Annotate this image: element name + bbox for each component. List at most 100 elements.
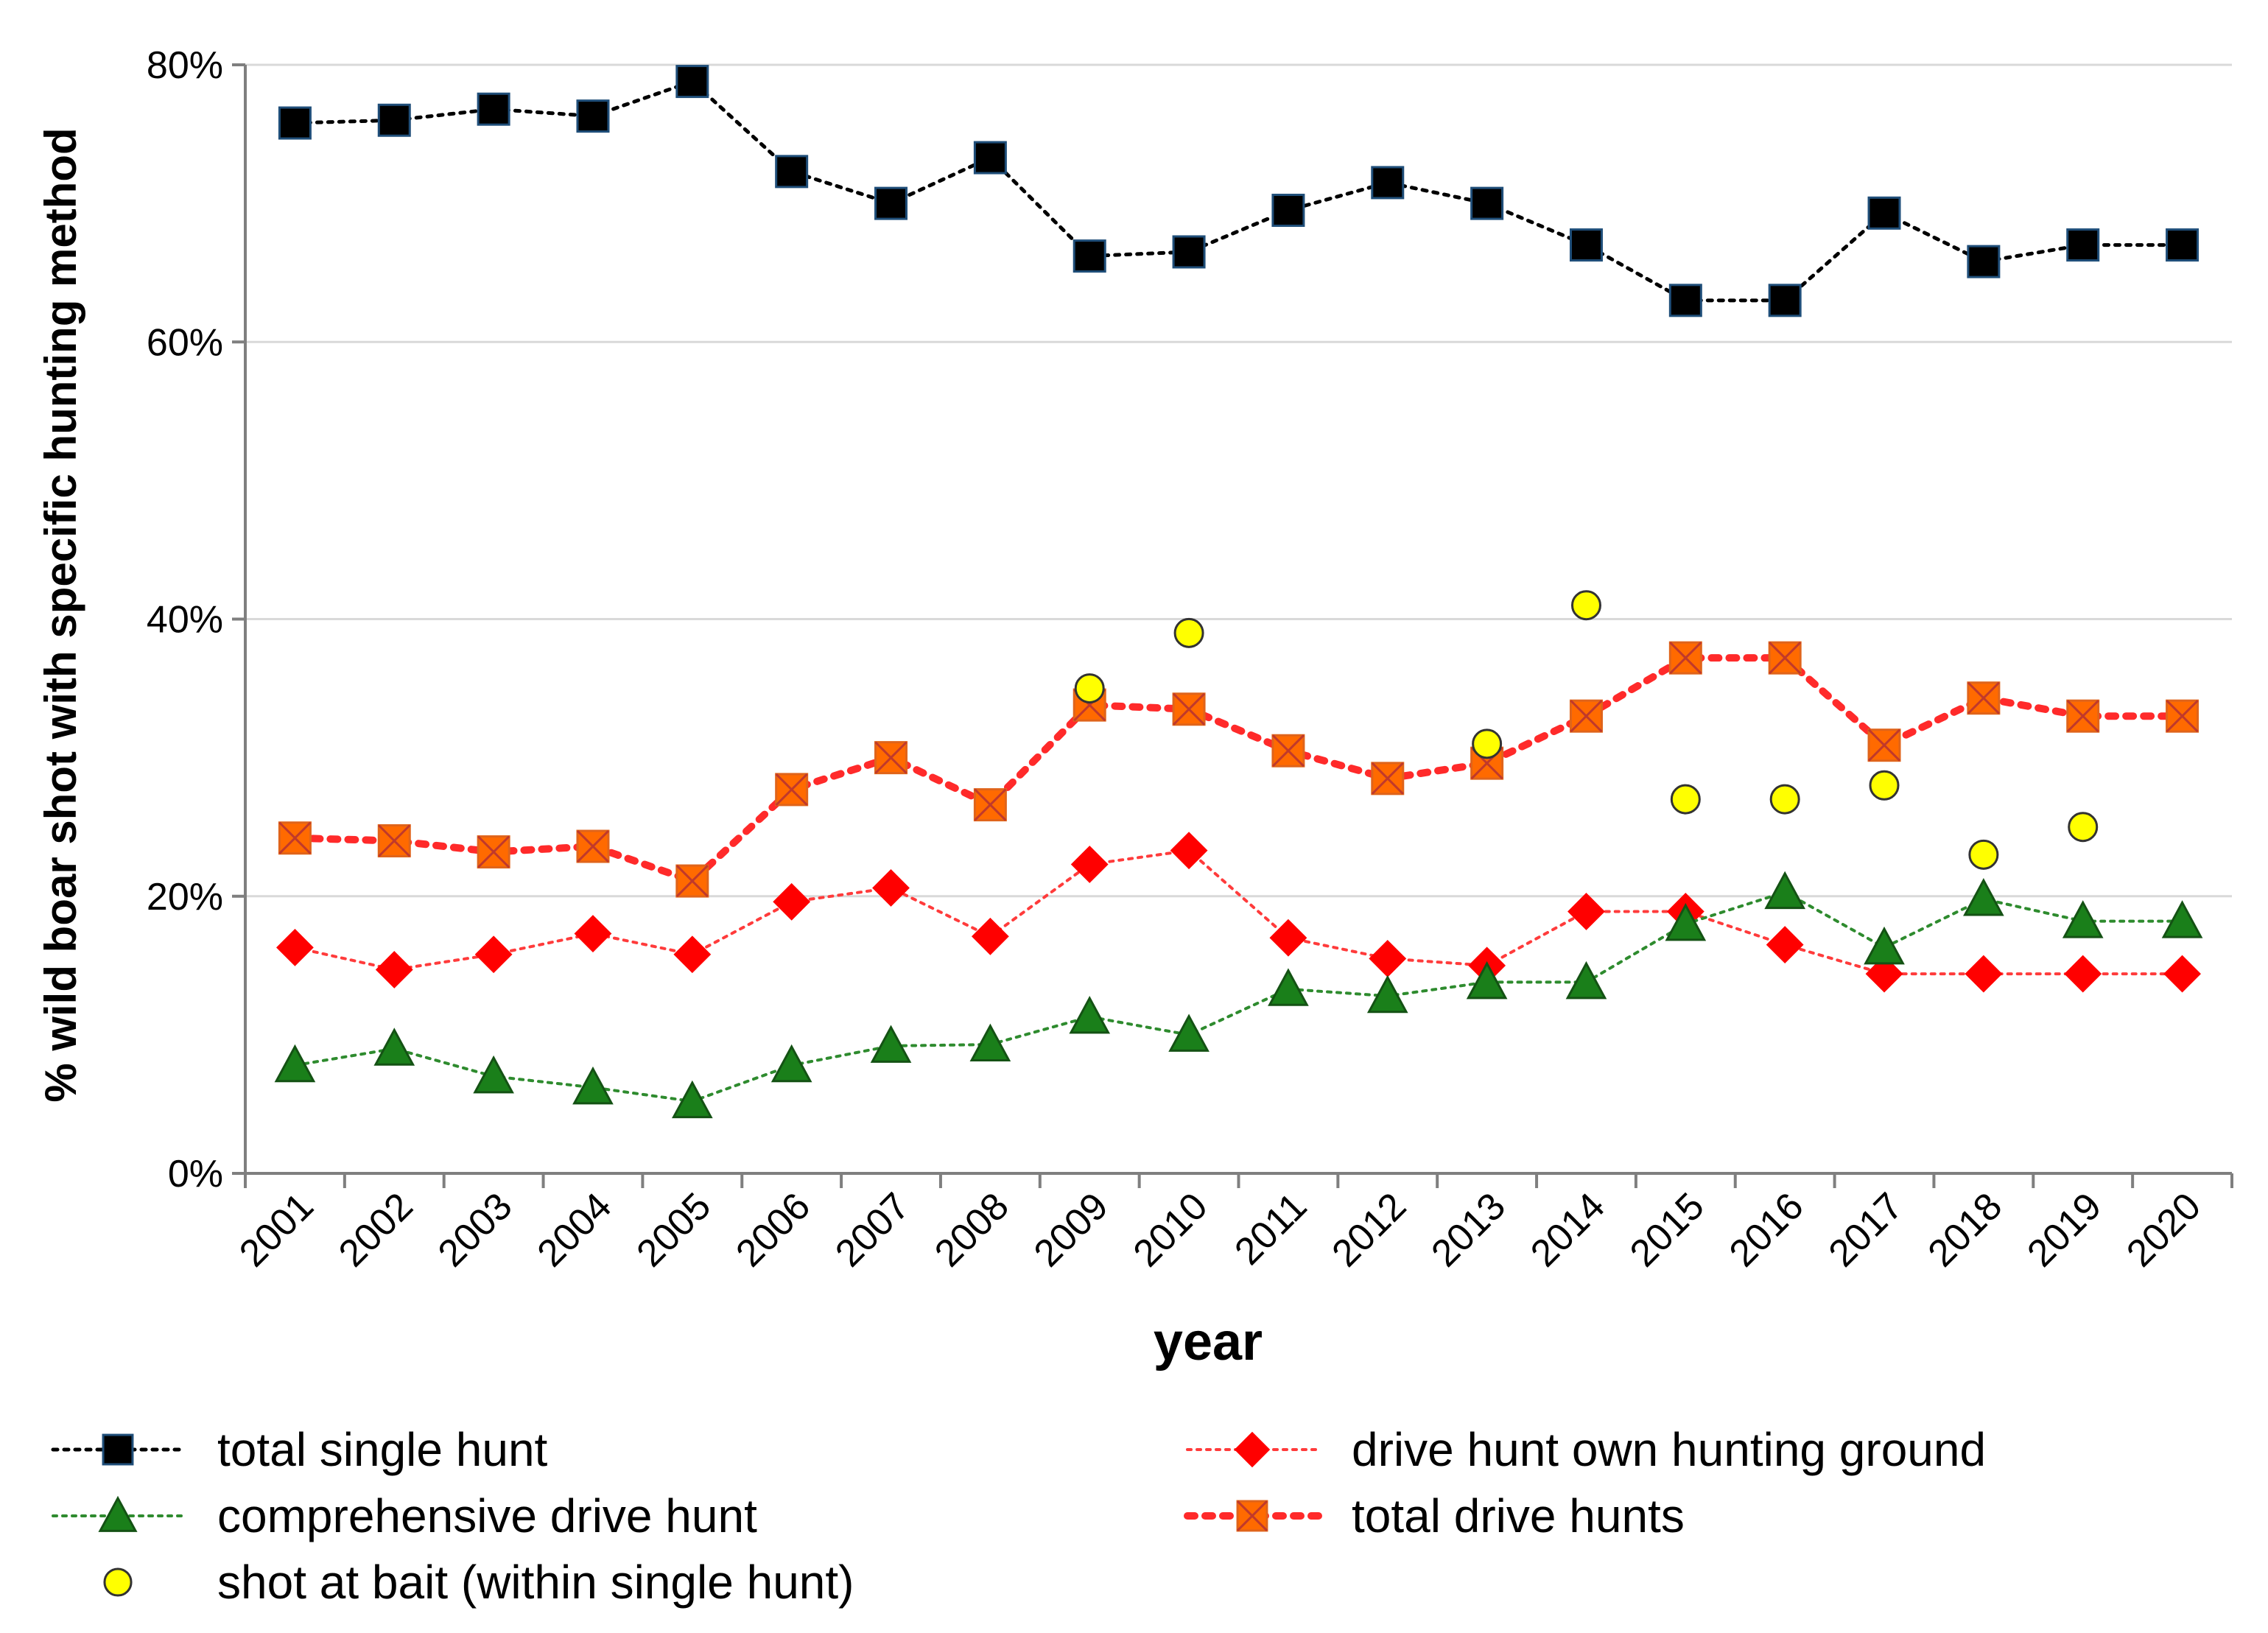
data-point [1768,284,1802,317]
legend-item: total drive hunts [1184,1489,1685,1542]
x-tick-label: 2011 [1226,1184,1315,1273]
legend-label: total single hunt [217,1423,548,1476]
data-point [2166,228,2199,262]
legend-item: shot at bait (within single hunt) [103,1556,854,1609]
legend-label: shot at bait (within single hunt) [217,1556,854,1609]
data-point [775,155,809,189]
data-point [673,935,712,974]
y-tick-label: 60% [147,321,223,364]
data-point [874,741,908,775]
data-point [276,928,314,966]
data-point [1570,590,1601,621]
x-tick-label: 2010 [1126,1184,1216,1275]
series [274,65,2203,1119]
x-tick-label: 2012 [1324,1184,1414,1275]
series-shot-at-bait-within-single-hunt- [1074,590,2099,870]
data-point [1865,955,1903,993]
legend: total single hunt comprehensive drive hun… [51,1423,1986,1609]
data-point [1965,955,2003,993]
data-point [1867,196,1901,230]
data-point [874,186,908,220]
x-tick-label: 2007 [827,1184,918,1275]
data-point [870,1025,912,1063]
x-tick-label: 2020 [2118,1184,2209,1275]
data-point [1768,641,1802,675]
x-tick-label: 2001 [231,1184,322,1275]
data-point [1668,284,1702,317]
data-point [675,864,709,898]
data-point [1764,871,1805,910]
data-point [872,869,910,907]
x-tick-label: 2014 [1523,1184,1613,1275]
data-point [770,1044,812,1083]
data-point [1366,974,1408,1014]
data-point [375,951,413,988]
data-point [2161,900,2203,938]
data-point [576,99,610,133]
data-point [574,915,612,952]
series-line [293,890,2184,1103]
x-tick-label: 2004 [530,1184,620,1275]
data-point [1665,902,1707,941]
data-point [2064,955,2102,993]
data-point [1670,784,1701,815]
y-tick-label: 0% [168,1153,223,1195]
data-point [576,829,610,863]
x-tick-label: 2008 [927,1184,1017,1275]
x-tick-label: 2006 [728,1184,818,1275]
data-point [1173,617,1204,648]
legend-marker [1234,1431,1271,1468]
data-point [1968,839,1999,870]
data-point [1172,235,1206,269]
data-point [477,92,510,126]
legend-item: drive hunt own hunting ground [1186,1423,1986,1476]
x-tick-label: 2009 [1026,1184,1117,1275]
data-point [1869,770,1900,801]
data-point [1271,734,1305,768]
data-point [274,1044,316,1083]
data-point [377,103,411,137]
data-point [1168,1014,1210,1052]
x-tick-label: 2015 [1622,1184,1713,1275]
x-tick-label: 2019 [2019,1184,2110,1275]
x-tick-label: 2005 [628,1184,719,1275]
data-point [2066,699,2100,733]
data-point [1069,995,1111,1034]
legend-marker [102,1433,134,1466]
x-tick-label: 2017 [1821,1184,1911,1275]
y-tick-labels: 0% 20% 40% 60% 80% [147,44,223,1195]
data-point [1569,699,1603,733]
data-point [1072,239,1106,273]
legend-label: comprehensive drive hunt [217,1489,757,1542]
data-point [672,1080,713,1119]
data-point [2068,812,2099,843]
data-point [1268,968,1309,1006]
x-tick-label: 2016 [1721,1184,1812,1275]
data-point [675,65,709,99]
data-point [377,824,411,857]
series-comprehensive-drive-hunt [274,871,2203,1119]
data-point [973,788,1007,822]
series-drive-hunt-own-hunting-ground [276,832,2201,993]
x-tick-label: 2003 [430,1184,521,1275]
data-point [474,935,513,974]
data-point [969,1023,1011,1062]
data-point [773,882,811,921]
data-point [775,773,809,807]
data-point [2062,900,2104,938]
legend-label: total drive hunts [1352,1489,1685,1542]
y-tick-label: 40% [147,599,223,642]
series-total-drive-hunts [278,641,2199,898]
data-point [2163,955,2201,993]
axes [244,65,2232,1175]
data-point [1470,186,1504,220]
data-point [973,141,1007,175]
data-point [1466,961,1508,1000]
data-point [1369,939,1407,977]
y-axis-title: % wild boar shot with specific hunting m… [36,127,85,1102]
legend-marker [103,1567,133,1597]
data-point [1567,893,1605,930]
y-tick-label: 20% [147,876,223,919]
data-point [1769,784,1800,815]
data-point [477,835,510,869]
